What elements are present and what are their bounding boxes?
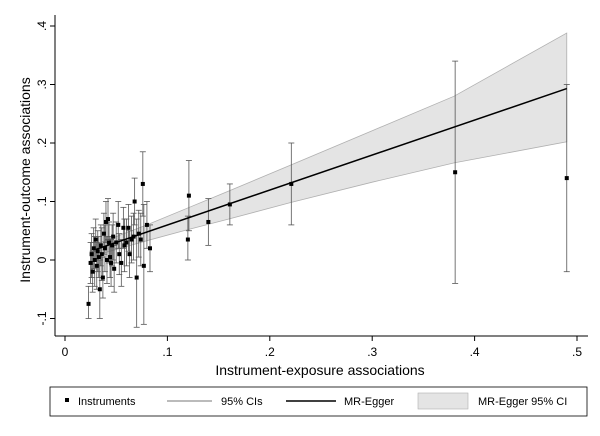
x-tick-label: .5 bbox=[572, 345, 582, 359]
legend-marker-instruments bbox=[65, 398, 69, 402]
instrument-point bbox=[119, 260, 124, 265]
legend-label-egger-ci: MR-Egger 95% CI bbox=[478, 396, 567, 408]
x-tick-label: .1 bbox=[162, 345, 172, 359]
instrument-point bbox=[141, 263, 146, 268]
instrument-point bbox=[129, 237, 134, 242]
instrument-point bbox=[101, 231, 106, 236]
y-tick-label: -.1 bbox=[35, 311, 49, 325]
instrument-point bbox=[131, 234, 136, 239]
x-ticks: 0 .1 .2 .3 .4 .5 bbox=[62, 336, 582, 359]
instrument-point bbox=[97, 287, 102, 292]
instrument-point bbox=[107, 240, 112, 245]
instrument-point bbox=[100, 275, 105, 280]
x-axis-label: Instrument-exposure associations bbox=[215, 362, 424, 378]
y-axis-label: Instrument-outcome associations bbox=[17, 77, 33, 282]
y-tick-label: .4 bbox=[35, 21, 49, 31]
instrument-point bbox=[126, 225, 131, 230]
instrument-point bbox=[112, 266, 117, 271]
instrument-point bbox=[92, 258, 97, 262]
instrument-point bbox=[88, 260, 93, 265]
legend-label-egger: MR-Egger bbox=[344, 396, 394, 408]
instrument-point bbox=[122, 243, 127, 248]
instrument-point bbox=[206, 219, 211, 224]
legend-label-instruments: Instruments bbox=[78, 396, 136, 408]
instrument-point bbox=[104, 258, 109, 262]
instrument-point bbox=[91, 246, 96, 251]
instrument-point bbox=[136, 231, 141, 236]
x-tick-label: .2 bbox=[265, 345, 275, 359]
instrument-point bbox=[138, 237, 143, 242]
y-ticks: -.1 0 .1 .2 .3 .4 bbox=[35, 21, 55, 326]
points-layer bbox=[86, 170, 569, 306]
instrument-point bbox=[96, 255, 101, 260]
instrument-point bbox=[289, 181, 294, 186]
instrument-point bbox=[109, 260, 114, 265]
instrument-point bbox=[124, 240, 129, 245]
y-tick-label: .1 bbox=[35, 196, 49, 206]
instrument-point bbox=[110, 243, 115, 248]
instrument-point bbox=[564, 176, 569, 181]
instrument-point bbox=[127, 252, 132, 257]
y-tick-label: 0 bbox=[35, 256, 49, 263]
legend-swatch-egger-ci bbox=[417, 392, 469, 410]
instrument-point bbox=[103, 219, 108, 224]
instrument-point bbox=[114, 240, 119, 245]
instrument-point bbox=[86, 301, 91, 306]
egger-line-layer bbox=[95, 87, 568, 251]
axes bbox=[54, 15, 588, 337]
instrument-point bbox=[102, 246, 107, 251]
legend-label-ci: 95% CIs bbox=[221, 396, 263, 408]
instrument-point bbox=[99, 252, 104, 257]
instrument-point bbox=[89, 252, 94, 257]
instrument-point bbox=[134, 275, 139, 280]
x-tick-label: 0 bbox=[62, 345, 69, 359]
instrument-point bbox=[186, 193, 191, 198]
instrument-point bbox=[106, 217, 111, 222]
x-tick-label: .4 bbox=[470, 345, 480, 359]
instrument-point bbox=[98, 243, 103, 248]
instrument-point bbox=[185, 237, 190, 242]
instrument-point bbox=[147, 246, 152, 251]
instrument-point bbox=[116, 222, 121, 227]
instrument-point bbox=[227, 202, 232, 207]
x-tick-label: .3 bbox=[367, 345, 377, 359]
y-tick-label: .3 bbox=[35, 79, 49, 89]
legend: Instruments 95% CIs MR-Egger MR-Egger 95… bbox=[49, 386, 588, 417]
instrument-point bbox=[453, 170, 458, 175]
instrument-point bbox=[111, 234, 116, 239]
instrument-point bbox=[144, 222, 149, 227]
instrument-point bbox=[132, 199, 137, 204]
instrument-point bbox=[93, 237, 98, 242]
instrument-point bbox=[117, 252, 122, 257]
instrument-point bbox=[94, 263, 99, 268]
egger-line bbox=[95, 87, 568, 251]
instrument-point bbox=[90, 269, 95, 274]
y-tick-label: .2 bbox=[35, 138, 49, 148]
instrument-point bbox=[108, 255, 113, 260]
instrument-point bbox=[121, 225, 126, 230]
instrument-point bbox=[140, 181, 145, 186]
instrument-point bbox=[95, 249, 100, 254]
